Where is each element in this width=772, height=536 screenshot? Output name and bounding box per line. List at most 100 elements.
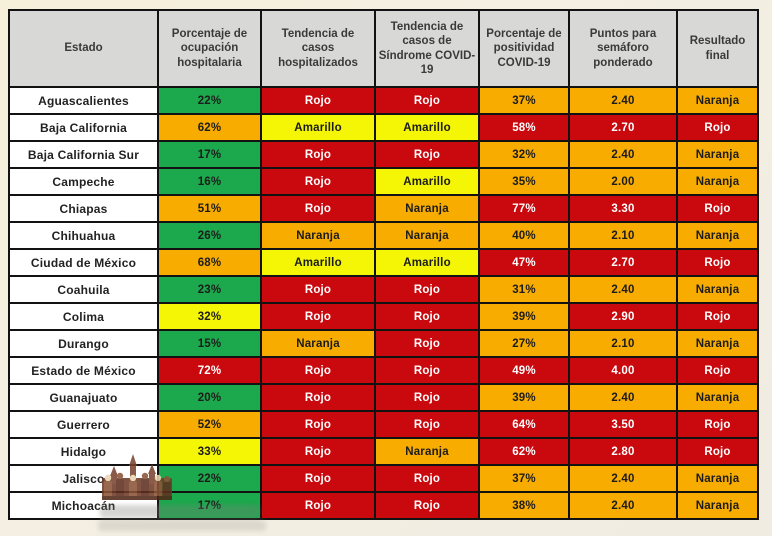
semaphore-points-cell: 3.50 bbox=[568, 410, 678, 439]
hospitalized-trend-cell: Rojo bbox=[260, 275, 376, 304]
state-name-cell: Durango bbox=[8, 329, 159, 358]
positivity-cell: 35% bbox=[478, 167, 570, 196]
header-hospitalized-trend: Tendencia de casos hospitalizados bbox=[260, 9, 376, 88]
semaphore-points-cell: 2.00 bbox=[568, 167, 678, 196]
state-name-cell: Ciudad de México bbox=[8, 248, 159, 277]
hospital-occupancy-cell: 22% bbox=[157, 86, 262, 115]
semaphore-points-cell: 2.10 bbox=[568, 221, 678, 250]
syndrome-trend-cell: Rojo bbox=[374, 410, 480, 439]
hospital-occupancy-cell: 26% bbox=[157, 221, 262, 250]
hospitalized-trend-cell: Rojo bbox=[260, 491, 376, 520]
hospitalized-trend-cell: Rojo bbox=[260, 167, 376, 196]
positivity-cell: 37% bbox=[478, 86, 570, 115]
semaphore-points-cell: 2.70 bbox=[568, 113, 678, 142]
hospital-occupancy-cell: 22% bbox=[157, 464, 262, 493]
semaphore-points-cell: 2.90 bbox=[568, 302, 678, 331]
final-result-cell: Naranja bbox=[676, 464, 759, 493]
syndrome-trend-cell: Naranja bbox=[374, 437, 480, 466]
positivity-cell: 39% bbox=[478, 383, 570, 412]
table-row: Durango 15% Naranja Rojo 27% 2.10 Naranj… bbox=[8, 329, 759, 358]
table-row: Colima 32% Rojo Rojo 39% 2.90 Rojo bbox=[8, 302, 759, 331]
positivity-cell: 64% bbox=[478, 410, 570, 439]
positivity-cell: 77% bbox=[478, 194, 570, 223]
final-result-cell: Naranja bbox=[676, 383, 759, 412]
syndrome-trend-cell: Rojo bbox=[374, 140, 480, 169]
hospitalized-trend-cell: Rojo bbox=[260, 464, 376, 493]
hospitalized-trend-cell: Rojo bbox=[260, 410, 376, 439]
header-syndrome-trend: Tendencia de casos de Síndrome COVID-19 bbox=[374, 9, 480, 88]
syndrome-trend-cell: Rojo bbox=[374, 86, 480, 115]
positivity-cell: 27% bbox=[478, 329, 570, 358]
positivity-cell: 58% bbox=[478, 113, 570, 142]
watermark-blurred-text bbox=[98, 520, 266, 531]
state-name-cell: Michoacán bbox=[8, 491, 159, 520]
state-name-cell: Chiapas bbox=[8, 194, 159, 223]
hospitalized-trend-cell: Rojo bbox=[260, 140, 376, 169]
hospital-occupancy-cell: 52% bbox=[157, 410, 262, 439]
hospital-occupancy-cell: 32% bbox=[157, 302, 262, 331]
positivity-cell: 47% bbox=[478, 248, 570, 277]
hospital-occupancy-cell: 23% bbox=[157, 275, 262, 304]
state-name-cell: Campeche bbox=[8, 167, 159, 196]
state-name-cell: Baja California Sur bbox=[8, 140, 159, 169]
state-name-cell: Baja California bbox=[8, 113, 159, 142]
final-result-cell: Naranja bbox=[676, 140, 759, 169]
hospitalized-trend-cell: Rojo bbox=[260, 194, 376, 223]
hospitalized-trend-cell: Rojo bbox=[260, 86, 376, 115]
table-row: Chihuahua 26% Naranja Naranja 40% 2.10 N… bbox=[8, 221, 759, 250]
table-row: Coahuila 23% Rojo Rojo 31% 2.40 Naranja bbox=[8, 275, 759, 304]
hospital-occupancy-cell: 33% bbox=[157, 437, 262, 466]
syndrome-trend-cell: Rojo bbox=[374, 275, 480, 304]
state-name-cell: Guanajuato bbox=[8, 383, 159, 412]
hospital-occupancy-cell: 68% bbox=[157, 248, 262, 277]
hospitalized-trend-cell: Amarillo bbox=[260, 113, 376, 142]
syndrome-trend-cell: Rojo bbox=[374, 383, 480, 412]
header-positivity: Porcentaje de positividad COVID-19 bbox=[478, 9, 570, 88]
hospital-occupancy-cell: 51% bbox=[157, 194, 262, 223]
positivity-cell: 31% bbox=[478, 275, 570, 304]
header-final-result: Resultado final bbox=[676, 9, 759, 88]
final-result-cell: Naranja bbox=[676, 329, 759, 358]
table-row: Jalisco 22% Rojo Rojo 37% 2.40 Naranja bbox=[8, 464, 759, 493]
syndrome-trend-cell: Rojo bbox=[374, 491, 480, 520]
syndrome-trend-cell: Naranja bbox=[374, 221, 480, 250]
syndrome-trend-cell: Amarillo bbox=[374, 113, 480, 142]
state-name-cell: Aguascalientes bbox=[8, 86, 159, 115]
final-result-cell: Naranja bbox=[676, 86, 759, 115]
table-row: Hidalgo 33% Rojo Naranja 62% 2.80 Rojo bbox=[8, 437, 759, 466]
table-body: Aguascalientes 22% Rojo Rojo 37% 2.40 Na… bbox=[8, 86, 759, 520]
table-row: Baja California 62% Amarillo Amarillo 58… bbox=[8, 113, 759, 142]
hospitalized-trend-cell: Rojo bbox=[260, 302, 376, 331]
table-row: Estado de México 72% Rojo Rojo 49% 4.00 … bbox=[8, 356, 759, 385]
syndrome-trend-cell: Rojo bbox=[374, 356, 480, 385]
final-result-cell: Rojo bbox=[676, 302, 759, 331]
semaphore-points-cell: 2.40 bbox=[568, 464, 678, 493]
syndrome-trend-cell: Rojo bbox=[374, 302, 480, 331]
hospital-occupancy-cell: 20% bbox=[157, 383, 262, 412]
header-hospital-occupancy: Porcentaje de ocupación hospitalaria bbox=[157, 9, 262, 88]
hospital-occupancy-cell: 15% bbox=[157, 329, 262, 358]
final-result-cell: Rojo bbox=[676, 113, 759, 142]
semaphore-points-cell: 2.80 bbox=[568, 437, 678, 466]
table-row: Chiapas 51% Rojo Naranja 77% 3.30 Rojo bbox=[8, 194, 759, 223]
table-row: Ciudad de México 68% Amarillo Amarillo 4… bbox=[8, 248, 759, 277]
syndrome-trend-cell: Naranja bbox=[374, 194, 480, 223]
final-result-cell: Naranja bbox=[676, 221, 759, 250]
syndrome-trend-cell: Amarillo bbox=[374, 248, 480, 277]
table-row: Guerrero 52% Rojo Rojo 64% 3.50 Rojo bbox=[8, 410, 759, 439]
positivity-cell: 32% bbox=[478, 140, 570, 169]
hospital-occupancy-cell: 17% bbox=[157, 140, 262, 169]
final-result-cell: Naranja bbox=[676, 167, 759, 196]
state-name-cell: Guerrero bbox=[8, 410, 159, 439]
positivity-cell: 39% bbox=[478, 302, 570, 331]
final-result-cell: Naranja bbox=[676, 491, 759, 520]
final-result-cell: Rojo bbox=[676, 194, 759, 223]
syndrome-trend-cell: Rojo bbox=[374, 329, 480, 358]
hospital-occupancy-cell: 16% bbox=[157, 167, 262, 196]
final-result-cell: Rojo bbox=[676, 437, 759, 466]
hospitalized-trend-cell: Amarillo bbox=[260, 248, 376, 277]
final-result-cell: Rojo bbox=[676, 356, 759, 385]
syndrome-trend-cell: Amarillo bbox=[374, 167, 480, 196]
table-row: Aguascalientes 22% Rojo Rojo 37% 2.40 Na… bbox=[8, 86, 759, 115]
